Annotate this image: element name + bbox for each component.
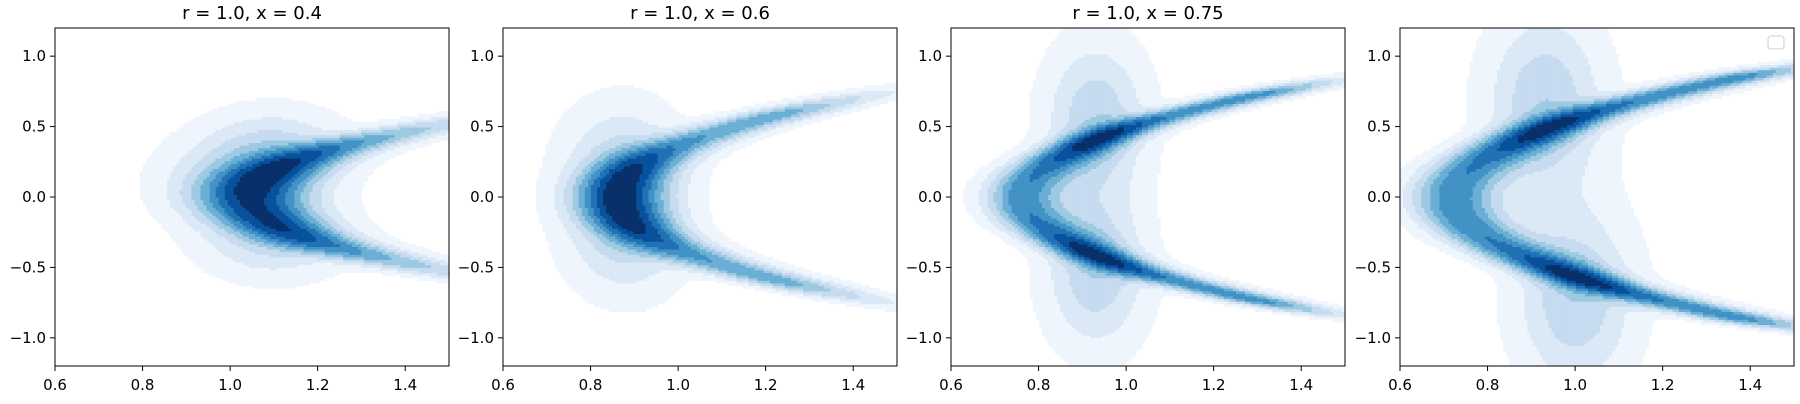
density-cell — [422, 246, 426, 249]
density-cell — [343, 116, 347, 119]
density-cell — [404, 241, 408, 244]
density-cell — [397, 239, 401, 242]
density-cell — [349, 119, 353, 122]
density-cell — [413, 244, 417, 247]
density-cell — [428, 249, 432, 252]
density-cell — [391, 236, 395, 239]
density-contours — [140, 98, 450, 288]
density-cell — [437, 252, 441, 255]
chart-panel-1: 0.6 0.8 1.0 1.2 1.4−1.0−0.50.00.51.0r = 1.0,… — [10, 3, 450, 394]
